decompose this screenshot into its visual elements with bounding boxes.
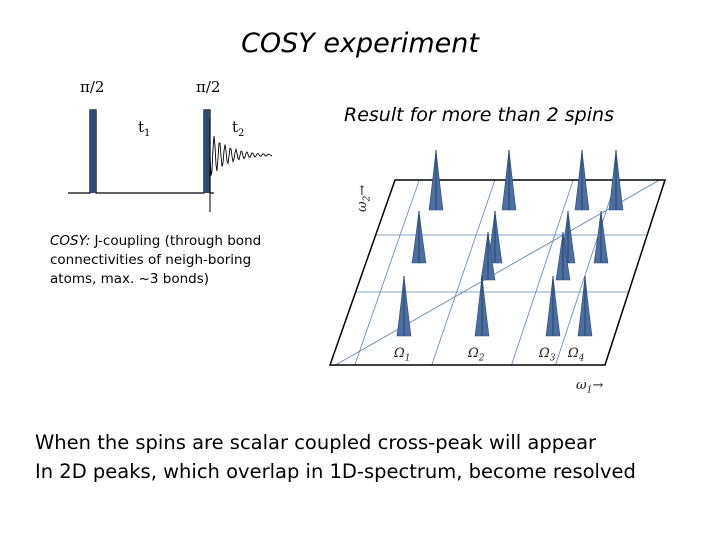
slide-title: COSY experiment: [241, 28, 479, 59]
grid-column-line: [431, 179, 496, 366]
cross-peak: [411, 210, 427, 264]
conclusion-line-2: In 2D peaks, which overlap in 1D-spectru…: [35, 460, 636, 483]
t2-label: t2: [232, 118, 245, 139]
cross-peak: [474, 275, 490, 337]
result-heading: Result for more than 2 spins: [344, 104, 614, 126]
cross-peak: [545, 275, 561, 337]
cross-peak: [593, 210, 609, 264]
spectrum-plane-border: [328, 179, 667, 366]
cross-peak: [608, 149, 624, 211]
peak-group: [396, 149, 624, 337]
conclusion-text: When the spins are scalar coupled cross-…: [35, 428, 715, 486]
omega-1-tick: Ω1: [394, 346, 411, 364]
pulse-2-label: π/2: [196, 78, 221, 96]
cross-peak: [396, 275, 412, 337]
diagonal-line: [335, 179, 660, 366]
cross-peak: [480, 231, 496, 281]
cosy-description-lead: COSY:: [50, 233, 91, 249]
pulse-1: [90, 110, 96, 193]
cross-peak: [574, 149, 590, 211]
fid-signal: [209, 135, 273, 176]
pulse-1-label: π/2: [80, 78, 105, 96]
grid-column-line: [511, 179, 574, 366]
conclusion-line-1: When the spins are scalar coupled cross-…: [35, 431, 597, 454]
omega-4-tick: Ω4: [568, 346, 585, 364]
cross-peak: [555, 231, 571, 281]
cross-peak: [577, 275, 593, 337]
grid-column-line: [354, 179, 420, 366]
cosy-description: COSY: J-coupling (through bond connectiv…: [50, 232, 280, 289]
pulse-2: [204, 110, 210, 193]
omega1-axis-label: ω1→: [576, 378, 604, 396]
omega2-axis-label: ω2→: [355, 184, 373, 212]
cross-peak: [501, 149, 517, 211]
omega-3-tick: Ω3: [539, 346, 556, 364]
cosy-description-body: J-coupling (through bond connectivities …: [50, 233, 262, 287]
cross-peak: [428, 149, 444, 211]
t1-label: t1: [138, 118, 151, 139]
omega-2-tick: Ω2: [468, 346, 485, 364]
